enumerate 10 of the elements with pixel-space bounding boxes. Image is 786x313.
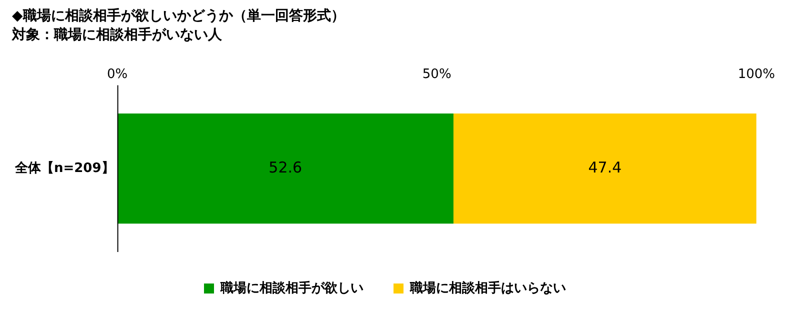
x-tick-label: 50% xyxy=(422,66,452,82)
x-tick-label: 100% xyxy=(738,66,776,82)
data-label: 47.4 xyxy=(588,158,622,176)
chart-title: ◆職場に相談相手が欲しいかどうか（単一回答形式） xyxy=(12,7,345,24)
chart-subtitle: 対象：職場に相談相手がいない人 xyxy=(11,26,223,43)
legend-label: 職場に相談相手が欲しい xyxy=(220,280,364,296)
x-tick-label: 0% xyxy=(106,66,128,82)
y-tick-label: 全体【n=209】 xyxy=(14,160,114,176)
legend-label: 職場に相談相手はいらない xyxy=(409,280,566,296)
data-label: 52.6 xyxy=(268,158,302,176)
